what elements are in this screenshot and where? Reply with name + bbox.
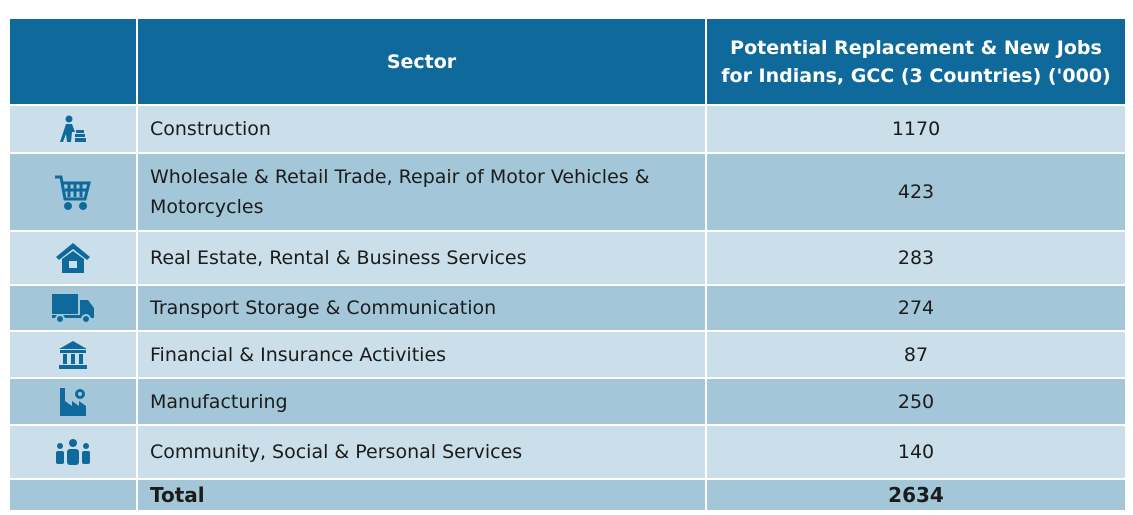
value: 250: [705, 377, 1127, 426]
icon-header: [8, 17, 138, 106]
sector: Financial & Insurance Activities: [136, 330, 707, 379]
sector: Wholesale & Retail Trade, Repair of Moto…: [136, 152, 707, 232]
icon-cell: [8, 104, 138, 154]
value: 1170: [705, 104, 1127, 154]
sector: Construction: [136, 104, 707, 154]
row: Construction 1170: [8, 104, 1127, 154]
total-row: Total 2634: [8, 478, 1127, 512]
total-value: 2634: [705, 478, 1127, 512]
icon-cell: [8, 478, 138, 512]
sector: Real Estate, Rental & Business Services: [136, 230, 707, 286]
row: Financial & Insurance Activities 87: [8, 330, 1127, 379]
sector: Transport Storage & Communication: [136, 284, 707, 332]
icon-cell: [8, 330, 138, 379]
row: Wholesale & Retail Trade, Repair of Moto…: [8, 152, 1127, 232]
header-row: Sector Potential Replacement & New Jobs …: [8, 17, 1127, 106]
truck-icon: [52, 294, 94, 324]
sector-header: Sector: [136, 17, 707, 106]
row: Manufacturing 250: [8, 377, 1127, 426]
house-icon: [56, 243, 90, 273]
row: Real Estate, Rental & Business Services …: [8, 230, 1127, 286]
jobs-table: Sector Potential Replacement & New Jobs …: [8, 17, 1127, 512]
icon-cell: [8, 230, 138, 286]
value: 274: [705, 284, 1127, 332]
value-header: Potential Replacement & New Jobs for Ind…: [705, 17, 1127, 106]
value: 87: [705, 330, 1127, 379]
icon-cell: [8, 377, 138, 426]
factory-icon: [60, 387, 86, 416]
value: 140: [705, 424, 1127, 480]
sector: Community, Social & Personal Services: [136, 424, 707, 480]
people-icon: [56, 439, 90, 465]
construction-icon: [60, 115, 86, 142]
bank-icon: [59, 340, 87, 369]
value: 283: [705, 230, 1127, 286]
cart-icon: [55, 175, 91, 210]
row: Transport Storage & Communication 274: [8, 284, 1127, 332]
sector: Manufacturing: [136, 377, 707, 426]
icon-cell: [8, 152, 138, 232]
total-label: Total: [136, 478, 707, 512]
icon-cell: [8, 424, 138, 480]
row: Community, Social & Personal Services 14…: [8, 424, 1127, 480]
value: 423: [705, 152, 1127, 232]
icon-cell: [8, 284, 138, 332]
